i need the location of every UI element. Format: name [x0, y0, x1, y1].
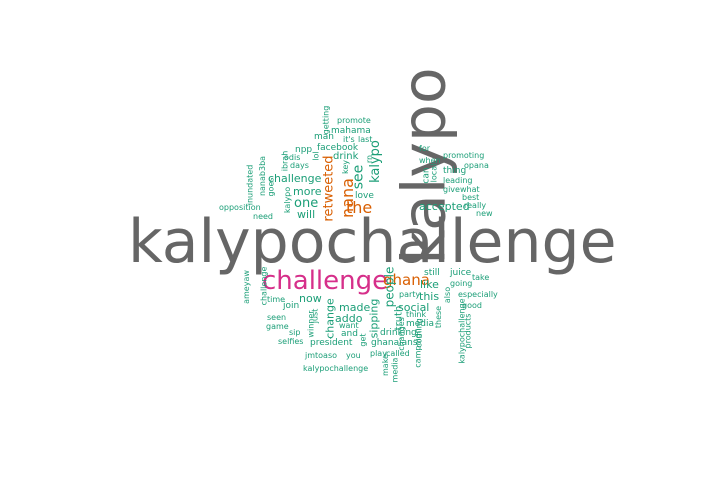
word: give	[443, 185, 460, 194]
word: challenge	[259, 266, 269, 306]
word: get	[358, 333, 368, 347]
word: accepted	[419, 200, 470, 213]
word: ghana	[383, 271, 430, 289]
word: addo	[335, 312, 363, 325]
word: when	[419, 156, 441, 165]
word: made	[339, 301, 371, 314]
word: more	[293, 185, 322, 198]
word: one	[294, 196, 319, 211]
word: change	[323, 298, 337, 339]
word: sip	[289, 328, 301, 337]
word: ameyaw	[241, 270, 251, 304]
word: want	[339, 321, 359, 330]
word: you	[346, 351, 361, 360]
word: going	[450, 279, 473, 288]
word: will	[297, 208, 316, 221]
word: what	[460, 185, 480, 194]
word: odis	[284, 153, 301, 162]
word: love	[355, 191, 374, 201]
word: npp	[295, 145, 313, 155]
word: getting	[321, 105, 331, 135]
word: play	[370, 349, 387, 358]
word: kalypo	[283, 186, 293, 214]
word: rn	[365, 154, 375, 164]
word: products	[463, 313, 473, 349]
word: best	[462, 193, 480, 202]
word: inundated	[245, 164, 255, 206]
word: thing	[443, 166, 467, 176]
word: good	[462, 301, 482, 310]
word: man	[314, 132, 334, 142]
word: it's	[343, 135, 355, 144]
word: media	[390, 357, 400, 383]
word: juice	[450, 268, 472, 278]
word: drink	[333, 151, 359, 162]
word: see	[350, 164, 367, 190]
word: for	[419, 144, 430, 153]
word: really	[464, 201, 487, 210]
word: challenge	[268, 172, 322, 185]
word: drinking	[380, 328, 417, 338]
word: still	[424, 268, 440, 278]
word: new	[476, 209, 493, 218]
word: last	[358, 135, 373, 144]
word: mahama	[331, 126, 371, 136]
word: days	[290, 161, 309, 170]
word: president	[310, 338, 353, 348]
word: media	[406, 319, 435, 329]
word: this	[419, 290, 440, 303]
word: ghanaians	[371, 338, 418, 348]
word: challenge	[262, 266, 389, 296]
word: social	[398, 301, 430, 314]
word: party	[399, 290, 421, 299]
word: and	[341, 329, 358, 339]
word: opposition	[219, 203, 261, 212]
word: make	[380, 354, 390, 376]
word: the	[346, 198, 373, 217]
word: people	[382, 266, 397, 308]
word: ibrah	[280, 150, 290, 172]
word: time	[267, 295, 286, 304]
word: these	[434, 305, 444, 329]
word: leading	[443, 176, 473, 185]
word: kalypochallenge	[128, 207, 617, 277]
word: join	[283, 301, 300, 311]
word: campaign	[413, 328, 423, 368]
word: called	[386, 349, 410, 358]
word: take	[472, 273, 490, 282]
word: facebook	[317, 143, 359, 153]
word: need	[253, 212, 273, 221]
word: now	[299, 292, 322, 305]
word: game	[266, 322, 289, 331]
word: promote	[337, 116, 371, 125]
word: seen	[267, 313, 287, 322]
word: especially	[458, 290, 498, 299]
word: promoting	[443, 151, 485, 160]
word: nanab3ba	[258, 155, 268, 197]
word: retweeted	[321, 155, 337, 222]
word: winner	[306, 310, 316, 338]
word: lol	[311, 151, 321, 161]
word: goes	[266, 177, 276, 197]
word: selfies	[278, 337, 304, 346]
word: key	[341, 159, 351, 175]
word: like	[420, 278, 439, 291]
word: local	[429, 163, 439, 183]
word: kalypochallenge	[303, 364, 369, 373]
word: think	[406, 310, 427, 319]
word: opana	[464, 161, 489, 170]
word: also	[443, 286, 453, 304]
word: jmtoaso	[305, 351, 338, 360]
